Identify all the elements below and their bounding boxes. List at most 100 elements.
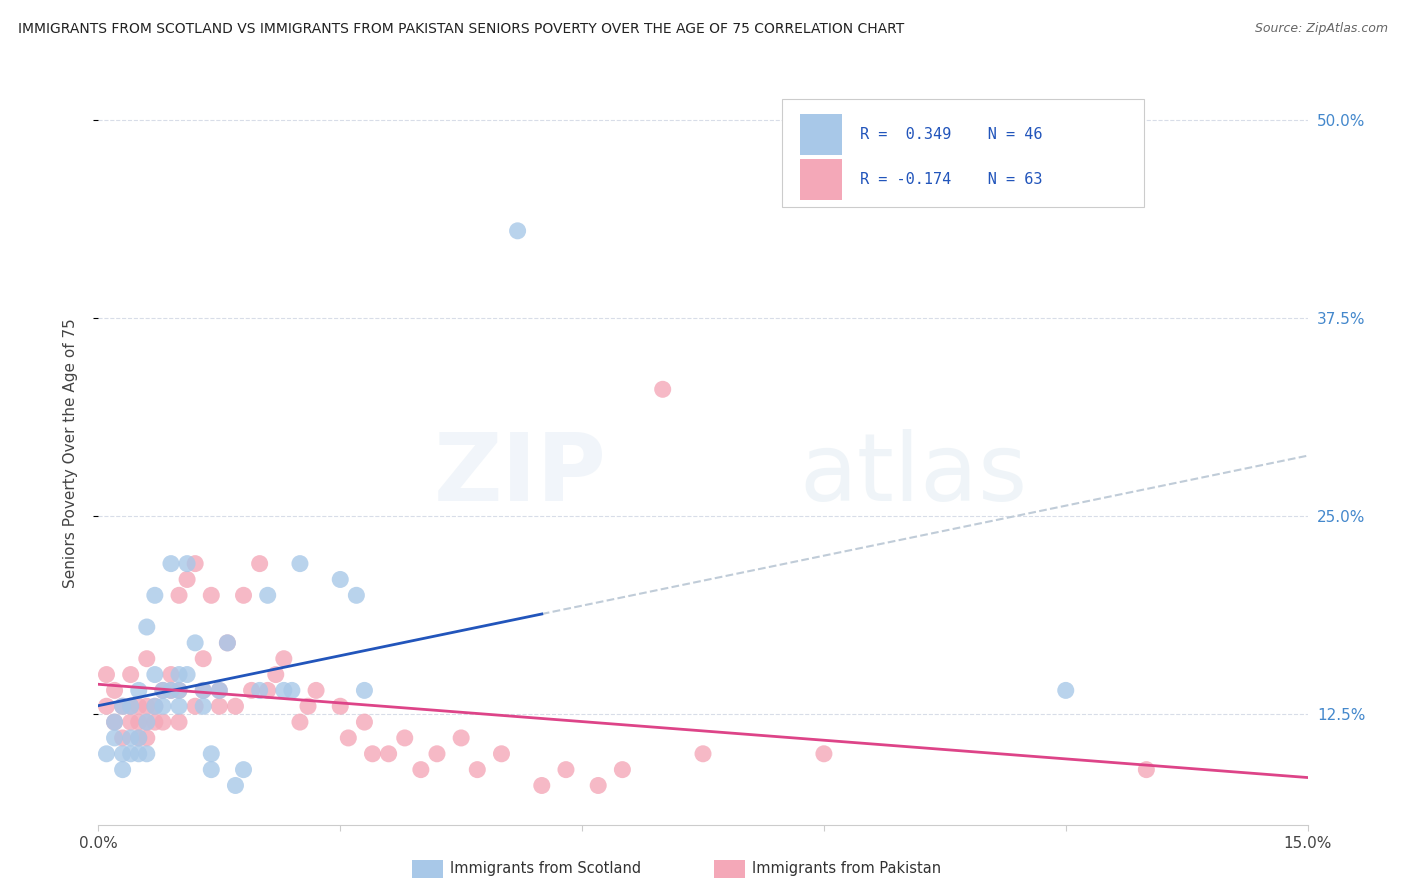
- Point: [337, 731, 360, 745]
- Point: [135, 651, 157, 665]
- Point: [208, 683, 231, 698]
- Point: [240, 683, 263, 698]
- FancyBboxPatch shape: [800, 159, 842, 200]
- FancyBboxPatch shape: [800, 114, 842, 155]
- Point: [120, 667, 142, 681]
- Point: [120, 747, 142, 761]
- Point: [160, 683, 183, 698]
- Point: [217, 636, 239, 650]
- Point: [344, 588, 367, 602]
- Point: [264, 667, 287, 681]
- Point: [813, 747, 835, 761]
- Point: [135, 699, 157, 714]
- Point: [193, 683, 215, 698]
- Point: [143, 699, 166, 714]
- Text: Immigrants from Scotland: Immigrants from Scotland: [450, 862, 641, 876]
- Text: atlas: atlas: [800, 429, 1028, 521]
- Point: [353, 715, 375, 730]
- Point: [111, 699, 134, 714]
- Point: [128, 731, 150, 745]
- Point: [232, 588, 254, 602]
- Point: [305, 683, 328, 698]
- Point: [120, 715, 142, 730]
- Point: [193, 651, 215, 665]
- Point: [103, 731, 125, 745]
- Point: [96, 699, 118, 714]
- Point: [143, 588, 166, 602]
- Text: R = -0.174    N = 63: R = -0.174 N = 63: [860, 172, 1043, 186]
- Point: [361, 747, 384, 761]
- Point: [273, 683, 295, 698]
- Point: [128, 731, 150, 745]
- Point: [120, 699, 142, 714]
- Point: [353, 683, 375, 698]
- Point: [167, 588, 190, 602]
- Point: [1135, 763, 1157, 777]
- Point: [426, 747, 449, 761]
- Point: [160, 683, 183, 698]
- Point: [224, 699, 246, 714]
- Point: [288, 557, 311, 571]
- Point: [167, 699, 190, 714]
- Point: [167, 683, 190, 698]
- Point: [193, 699, 215, 714]
- Point: [143, 715, 166, 730]
- Point: [135, 747, 157, 761]
- Point: [409, 763, 432, 777]
- Point: [103, 683, 125, 698]
- Point: [96, 747, 118, 761]
- Point: [506, 224, 529, 238]
- Point: [208, 699, 231, 714]
- Point: [152, 699, 174, 714]
- Point: [217, 636, 239, 650]
- Point: [160, 557, 183, 571]
- Point: [111, 731, 134, 745]
- Point: [612, 763, 634, 777]
- Point: [256, 683, 278, 698]
- Y-axis label: Seniors Poverty Over the Age of 75: Seniors Poverty Over the Age of 75: [63, 318, 77, 588]
- Point: [200, 747, 222, 761]
- Point: [152, 683, 174, 698]
- Point: [160, 667, 183, 681]
- Point: [281, 683, 304, 698]
- Point: [249, 683, 271, 698]
- Point: [96, 667, 118, 681]
- Point: [249, 557, 271, 571]
- Point: [152, 683, 174, 698]
- Point: [184, 636, 207, 650]
- Text: IMMIGRANTS FROM SCOTLAND VS IMMIGRANTS FROM PAKISTAN SENIORS POVERTY OVER THE AG: IMMIGRANTS FROM SCOTLAND VS IMMIGRANTS F…: [18, 22, 904, 37]
- Text: ZIP: ZIP: [433, 429, 606, 521]
- Point: [176, 573, 198, 587]
- Point: [692, 747, 714, 761]
- Point: [176, 667, 198, 681]
- Point: [184, 557, 207, 571]
- Point: [586, 779, 609, 793]
- Point: [135, 715, 157, 730]
- Point: [143, 667, 166, 681]
- Point: [273, 651, 295, 665]
- Text: Source: ZipAtlas.com: Source: ZipAtlas.com: [1254, 22, 1388, 36]
- FancyBboxPatch shape: [782, 99, 1144, 207]
- Point: [143, 699, 166, 714]
- Point: [103, 715, 125, 730]
- Text: R =  0.349    N = 46: R = 0.349 N = 46: [860, 128, 1043, 142]
- Point: [176, 557, 198, 571]
- Point: [167, 667, 190, 681]
- Point: [329, 699, 352, 714]
- Point: [555, 763, 578, 777]
- Point: [394, 731, 416, 745]
- Point: [120, 699, 142, 714]
- Point: [111, 747, 134, 761]
- Point: [491, 747, 513, 761]
- Point: [128, 699, 150, 714]
- Point: [120, 731, 142, 745]
- Point: [200, 763, 222, 777]
- Point: [465, 763, 488, 777]
- Point: [167, 715, 190, 730]
- Point: [167, 683, 190, 698]
- Point: [111, 699, 134, 714]
- Point: [135, 620, 157, 634]
- Point: [111, 763, 134, 777]
- Point: [450, 731, 472, 745]
- Point: [208, 683, 231, 698]
